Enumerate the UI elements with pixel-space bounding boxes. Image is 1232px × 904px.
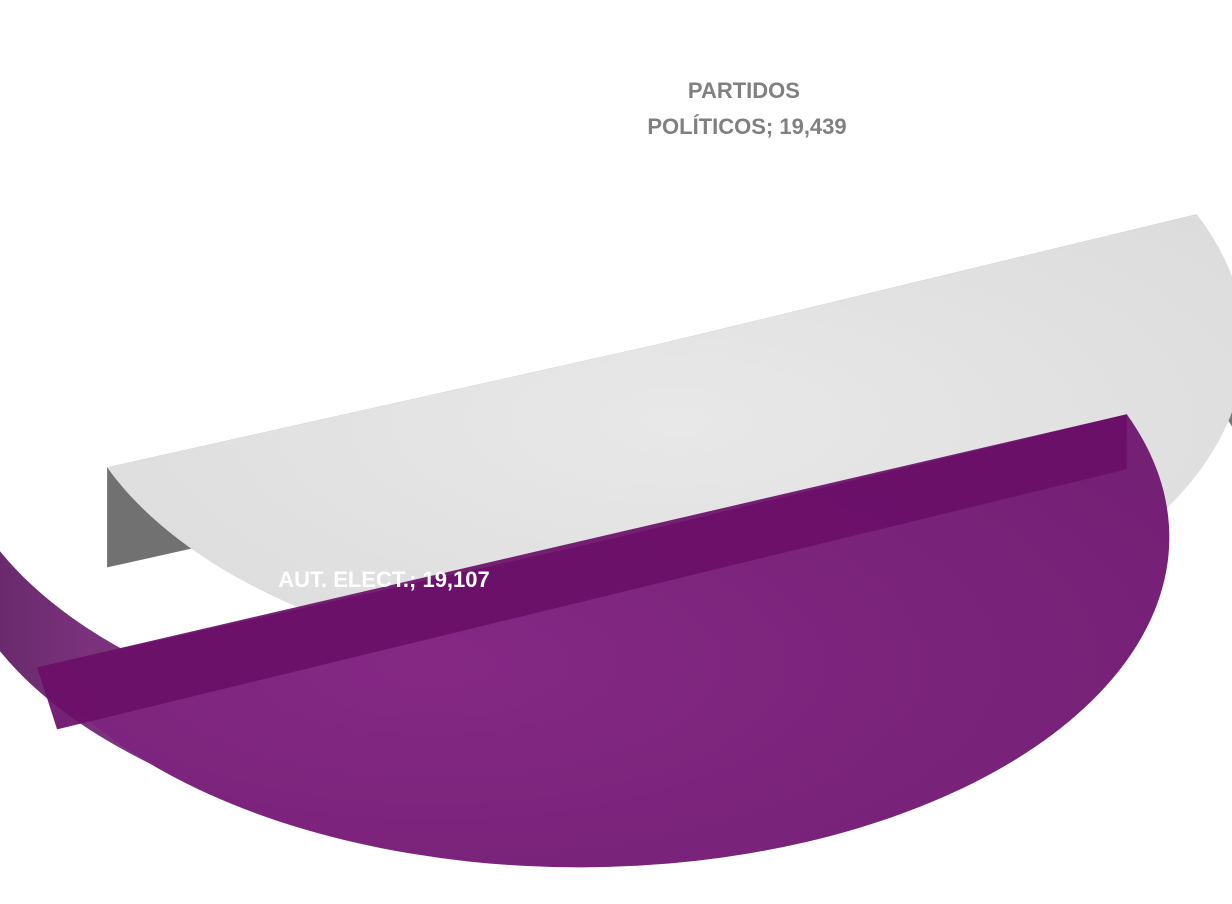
label-aut-elect-line1: AUT. ELECT.; 19,107 <box>278 567 490 592</box>
label-partidos-politicos-line1: PARTIDOS <box>688 78 800 103</box>
label-partidos-politicos-line2: POLÍTICOS; 19,439 <box>647 114 846 139</box>
label-aut-elect: AUT. ELECT.; 19,107 <box>278 567 490 592</box>
label-partidos-politicos: PARTIDOS POLÍTICOS; 19,439 <box>647 78 846 139</box>
slice-aut-elect <box>0 414 1170 868</box>
slice-aut-elect-cut-face <box>37 414 1127 730</box>
